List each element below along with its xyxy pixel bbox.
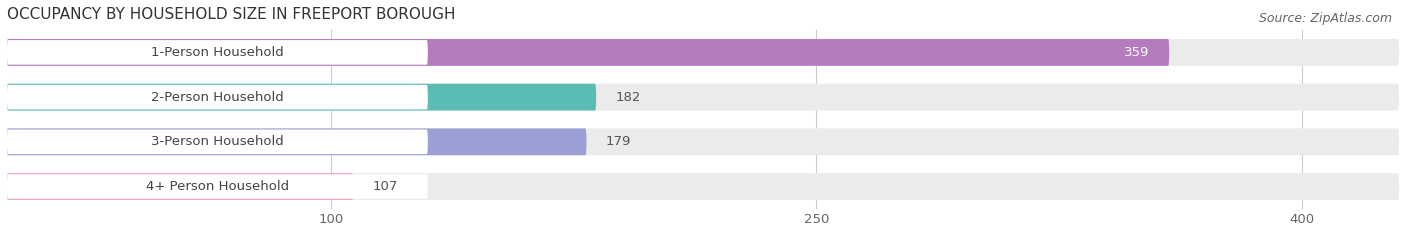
FancyBboxPatch shape (7, 39, 1170, 66)
FancyBboxPatch shape (7, 39, 1399, 66)
Text: 359: 359 (1125, 46, 1150, 59)
FancyBboxPatch shape (7, 85, 427, 110)
FancyBboxPatch shape (7, 130, 427, 154)
Text: Source: ZipAtlas.com: Source: ZipAtlas.com (1258, 12, 1392, 25)
FancyBboxPatch shape (7, 128, 1399, 155)
FancyBboxPatch shape (7, 128, 586, 155)
FancyBboxPatch shape (7, 174, 427, 199)
Text: 4+ Person Household: 4+ Person Household (146, 180, 290, 193)
Text: 2-Person Household: 2-Person Household (150, 91, 284, 104)
FancyBboxPatch shape (7, 84, 596, 110)
Text: 179: 179 (606, 135, 631, 148)
FancyBboxPatch shape (7, 173, 353, 200)
FancyBboxPatch shape (7, 173, 1399, 200)
Text: 107: 107 (373, 180, 398, 193)
Text: OCCUPANCY BY HOUSEHOLD SIZE IN FREEPORT BOROUGH: OCCUPANCY BY HOUSEHOLD SIZE IN FREEPORT … (7, 7, 456, 22)
FancyBboxPatch shape (7, 84, 1399, 110)
Text: 182: 182 (616, 91, 641, 104)
FancyBboxPatch shape (7, 40, 427, 65)
Text: 3-Person Household: 3-Person Household (150, 135, 284, 148)
Text: 1-Person Household: 1-Person Household (150, 46, 284, 59)
